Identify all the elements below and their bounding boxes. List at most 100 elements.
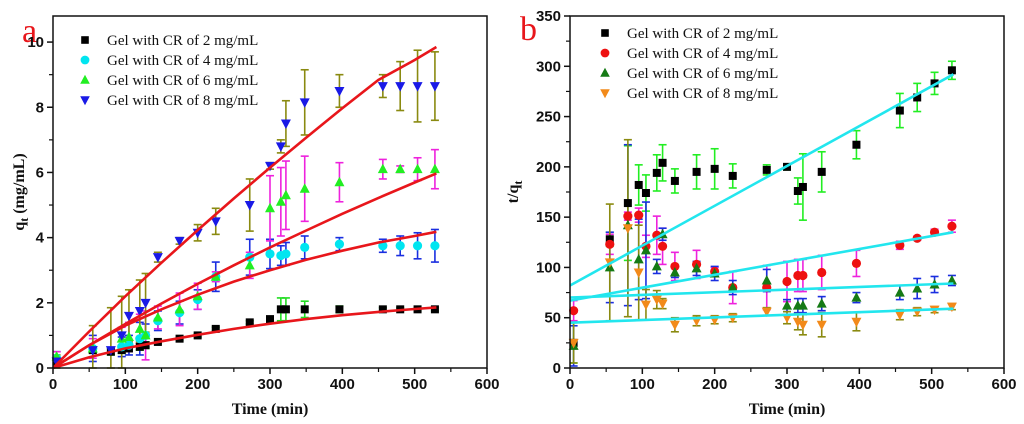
x-tick-label: 0 (566, 376, 574, 393)
data-point (622, 224, 633, 234)
x-tick-label: 300 (774, 376, 799, 393)
legend-marker (81, 36, 89, 44)
legend-label: Gel with CR of 8 mg/mL (107, 93, 258, 109)
data-point (851, 292, 862, 302)
data-point (894, 287, 905, 297)
data-point (210, 217, 221, 227)
data-point (87, 346, 98, 356)
data-point (894, 310, 905, 321)
x-tick-label: 0 (49, 376, 57, 393)
data-point (430, 305, 439, 314)
data-point (244, 201, 255, 211)
data-point (669, 266, 680, 277)
data-point (641, 189, 650, 198)
data-point (633, 268, 644, 278)
data-point (281, 305, 290, 314)
y-tick-label: 100 (536, 259, 561, 276)
panel-b-y-axis-title: t/qt (505, 181, 525, 204)
data-point (895, 106, 904, 115)
data-point (669, 320, 680, 331)
data-point (299, 98, 310, 108)
data-point (710, 164, 719, 173)
data-point (692, 167, 701, 176)
data-point (377, 163, 388, 174)
data-point (569, 306, 579, 316)
y-tick-label: 350 (536, 8, 561, 25)
data-point (851, 317, 862, 328)
data-point (116, 331, 127, 341)
fit-line-series-2 (569, 230, 954, 302)
legend-marker (601, 29, 609, 37)
data-point (211, 324, 220, 333)
data-point (605, 235, 614, 244)
data-point (946, 302, 957, 313)
data-point (281, 249, 291, 259)
x-tick-label: 600 (474, 376, 499, 393)
data-point (912, 283, 923, 293)
data-point (275, 196, 286, 206)
panel-a-y-axis: 0 2 4 6 8 10 (27, 34, 53, 377)
data-point (782, 300, 792, 310)
panel-b-legend: Gel with CR of 2 mg/mL Gel with CR of 4 m… (600, 26, 778, 102)
data-point (276, 305, 285, 314)
data-point (244, 259, 255, 270)
data-point (605, 239, 615, 249)
data-point (395, 163, 406, 174)
data-point (134, 306, 145, 317)
legend-marker (600, 67, 610, 77)
data-point (640, 244, 651, 255)
data-point (430, 241, 440, 251)
panel-b-x-axis: 0 100 200 300 400 500 600 (566, 368, 1017, 393)
data-point (152, 253, 163, 263)
data-point (793, 186, 802, 195)
data-point (299, 183, 310, 193)
data-point (633, 253, 644, 264)
data-point (651, 295, 662, 306)
data-point (429, 163, 440, 174)
y-tick-label: 4 (36, 230, 45, 247)
data-point (851, 258, 862, 269)
data-point (623, 199, 632, 208)
data-point (334, 176, 345, 187)
data-point (51, 357, 62, 367)
data-point (300, 242, 310, 253)
data-point (651, 260, 662, 271)
fit-line-series-4 (569, 307, 954, 324)
data-point (412, 163, 423, 174)
legend-label: Gel with CR of 6 mg/mL (627, 66, 778, 82)
data-point (568, 338, 579, 349)
data-point (761, 307, 772, 318)
legend-label: Gel with CR of 4 mg/mL (107, 53, 258, 69)
fit-line-series-3 (569, 282, 954, 299)
legend-label: Gel with CR of 4 mg/mL (627, 46, 778, 62)
data-point (140, 329, 151, 340)
data-point (817, 167, 826, 176)
data-point (378, 241, 388, 251)
data-point (429, 82, 440, 92)
data-point (797, 300, 808, 310)
data-point (657, 241, 668, 251)
data-point (640, 300, 651, 311)
y-tick-label: 50 (544, 310, 561, 327)
panel-a-y-axis-title: qt (mg/mL) (11, 153, 31, 230)
data-point (412, 82, 423, 92)
data-point (334, 86, 345, 97)
legend-marker (600, 89, 610, 99)
y-tick-label: 0 (36, 360, 44, 377)
data-point (377, 82, 388, 92)
y-tick-label: 8 (36, 99, 44, 116)
x-tick-label: 200 (185, 376, 210, 393)
data-point (691, 262, 702, 273)
x-tick-label: 600 (991, 376, 1016, 393)
data-point (797, 320, 808, 331)
x-tick-label: 500 (402, 376, 427, 393)
y-tick-label: 150 (536, 209, 561, 226)
panel-b-label: b (520, 11, 537, 48)
y-tick-label: 200 (536, 159, 561, 176)
panel-b-data-marks (568, 60, 957, 367)
panel-b-x-axis-title: Time (min) (749, 401, 826, 418)
data-point (670, 261, 680, 272)
panel-a-legend: Gel with CR of 2 mg/mL Gel with CR of 4 m… (80, 33, 258, 109)
data-point (761, 275, 772, 285)
data-point (816, 320, 827, 331)
